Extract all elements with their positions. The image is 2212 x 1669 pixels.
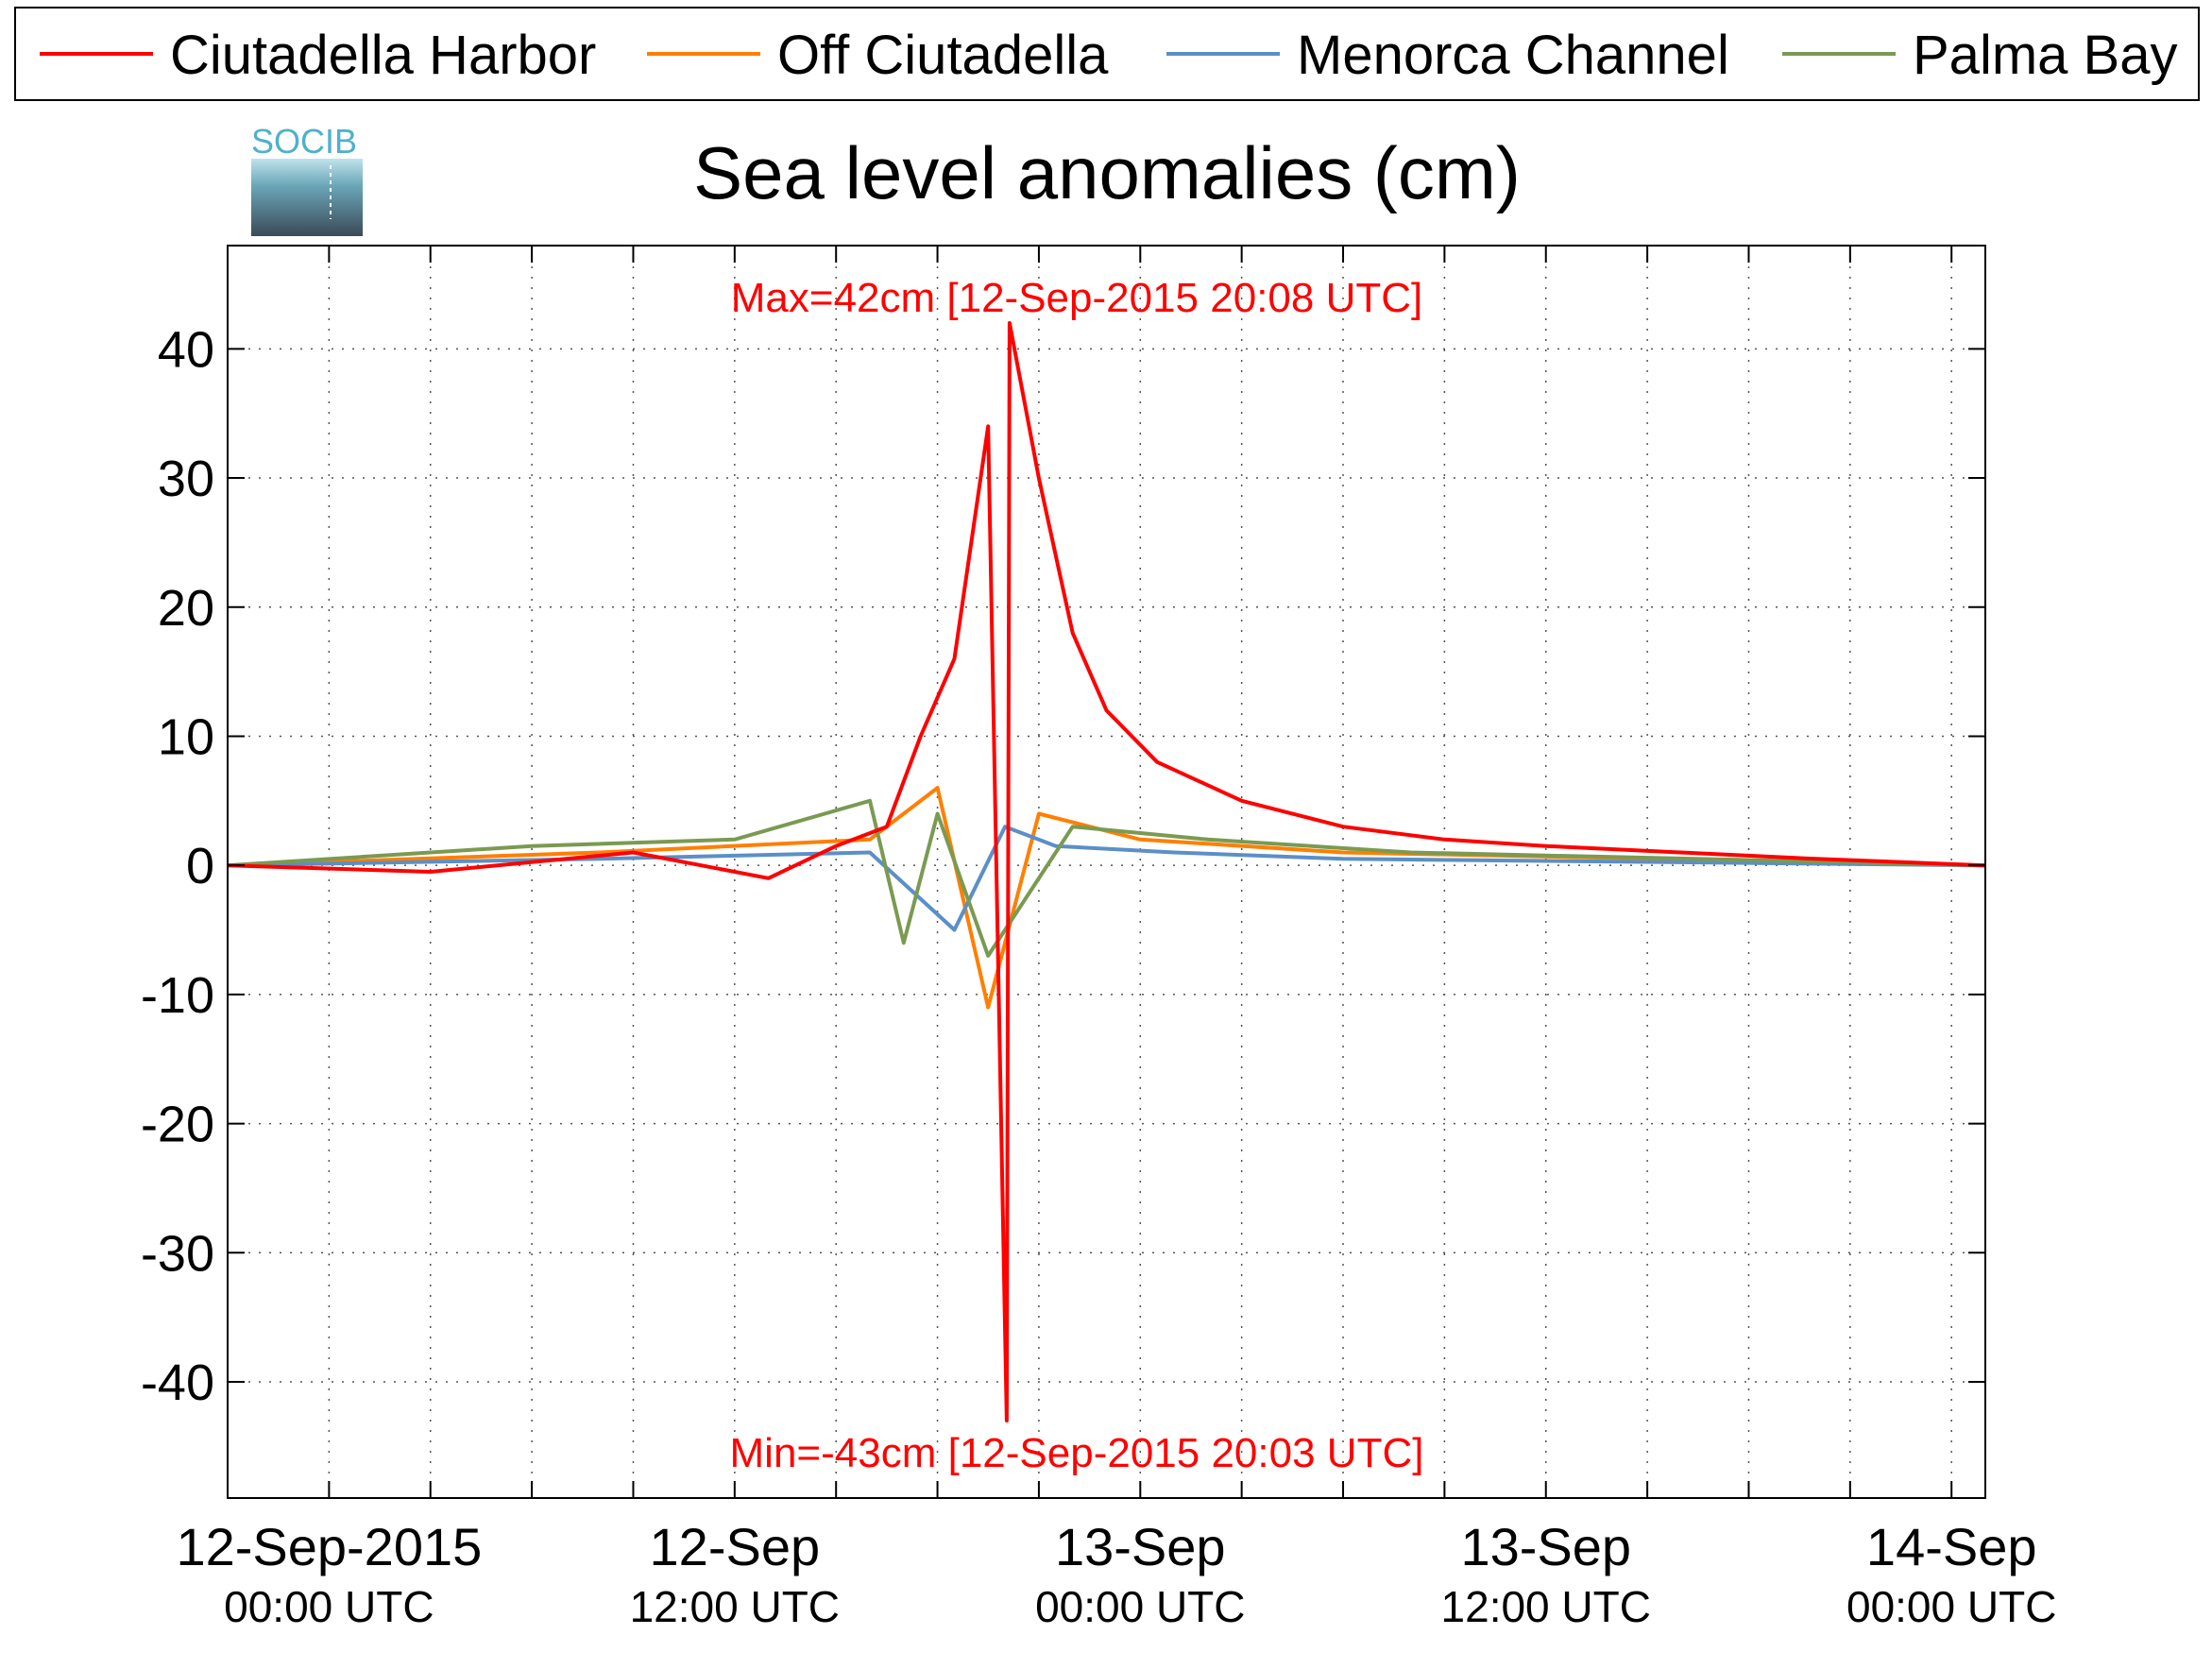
y-tick-label: -40 [141,1354,214,1411]
x-tick-time-label: 00:00 UTC [1035,1582,1245,1631]
y-axis: -40 -30 -20 -10 0 10 20 30 40 [141,321,1985,1411]
legend-label-palma-bay: Palma Bay [1913,25,2177,86]
logo-block [251,159,363,236]
series-line-off-ciutadella [227,786,1986,1010]
y-tick-label: 40 [158,321,214,378]
x-tick-date-label: 14-Sep [1866,1517,2037,1576]
x-tick-time-label: 00:00 UTC [224,1582,434,1631]
legend-label-ciutadella-harbor: Ciutadella Harbor [170,25,596,86]
y-tick-label: 10 [158,708,214,765]
x-tick-time-label: 00:00 UTC [1846,1582,2056,1631]
legend-label-menorca-channel: Menorca Channel [1297,25,1729,86]
annotation-max: Max=42cm [12-Sep-2015 20:08 UTC] [731,275,1423,321]
series-line-menorca-channel [227,825,1986,932]
series-layer [227,321,1986,1422]
x-tick-time-label: 12:00 UTC [1441,1582,1651,1631]
y-tick-label: 30 [158,451,214,507]
y-tick-label: -10 [141,967,214,1024]
socib-logo: SOCIB [251,122,363,236]
x-tick-date-label: 13-Sep [1055,1517,1226,1576]
grid [228,246,1985,1498]
series-line-palma-bay [227,798,1986,958]
y-tick-label: 0 [186,838,214,894]
annotation-min: Min=-43cm [12-Sep-2015 20:03 UTC] [730,1430,1424,1476]
legend-label-off-ciutadella: Off Ciutadella [777,25,1109,86]
series-line-ciutadella-harbor [227,321,1986,1422]
legend: Ciutadella Harbor Off Ciutadella Menorca… [14,7,2200,101]
x-tick-time-label: 12:00 UTC [630,1582,840,1631]
x-tick-date-label: 12-Sep-2015 [176,1517,482,1576]
y-tick-label: -20 [141,1097,214,1153]
y-tick-label: -30 [141,1225,214,1282]
plot-area [228,246,1985,1498]
x-tick-date-label: 13-Sep [1460,1517,1631,1576]
plot-frame [227,245,1986,1499]
x-axis: 12-Sep-2015 00:00 UTC 12-Sep 12:00 UTC 13-Se… [176,246,2056,1631]
logo-text: SOCIB [251,122,357,161]
chart-title: Sea level anomalies (cm) [693,131,1521,214]
x-tick-date-label: 12-Sep [650,1517,821,1576]
y-tick-label: 20 [158,580,214,637]
